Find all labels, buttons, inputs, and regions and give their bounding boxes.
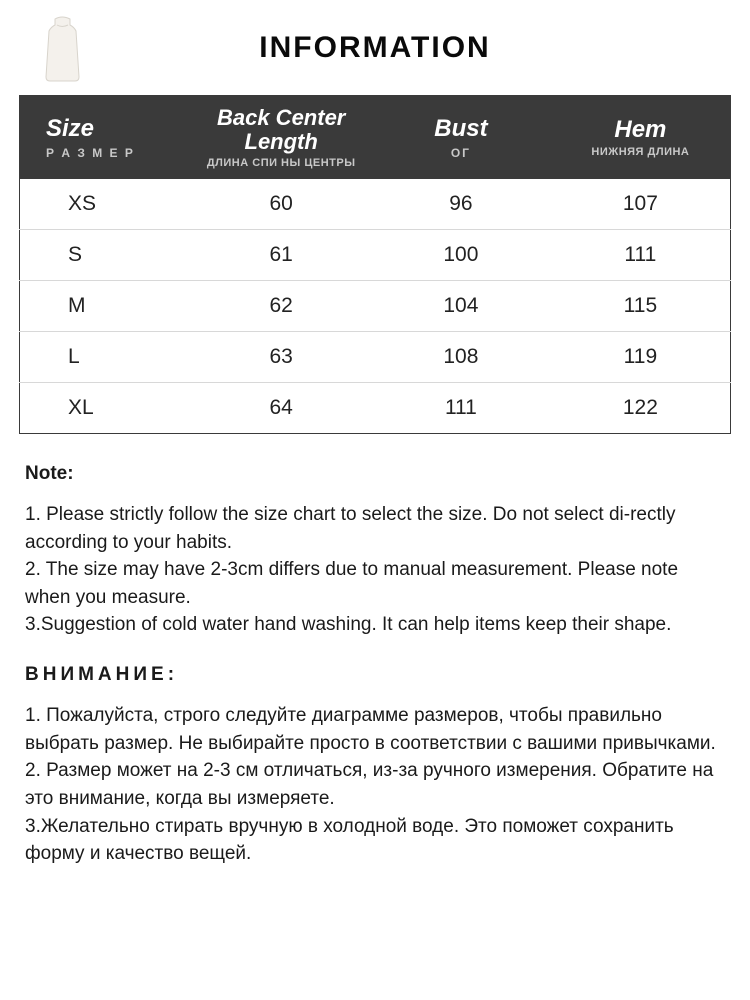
cell-size: M [20,280,192,331]
table-row: XL 64 111 122 [20,382,731,433]
table-body: XS 60 96 107 S 61 100 111 M 62 104 115 L… [20,179,731,434]
cell-hem: 119 [551,331,731,382]
cell-bust: 108 [371,331,551,382]
cell-bcl: 64 [191,382,371,433]
notes-section: Note: 1. Please strictly follow the size… [25,460,725,868]
product-thumbnail [35,15,90,85]
table-header-row: Size Р А З М Е Р Back Center Length ДЛИН… [20,96,731,179]
cell-bcl: 62 [191,280,371,331]
col-header-hem: Hem НИЖНЯЯ ДЛИНА [551,96,731,179]
note-body-en: 1. Please strictly follow the size chart… [25,501,725,639]
page-title: INFORMATION [259,31,490,65]
note-body-ru: 1. Пожалуйста, строго следуйте диаграмме… [25,702,725,867]
note-heading-ru: ВНИМАНИЕ: [25,661,725,689]
table-row: S 61 100 111 [20,229,731,280]
cell-bust: 111 [371,382,551,433]
cell-size: XL [20,382,192,433]
cell-size: XS [20,179,192,230]
cell-bcl: 63 [191,331,371,382]
cell-bust: 100 [371,229,551,280]
size-table: Size Р А З М Е Р Back Center Length ДЛИН… [19,95,731,434]
cell-bust: 104 [371,280,551,331]
cell-bust: 96 [371,179,551,230]
cell-size: S [20,229,192,280]
cell-hem: 111 [551,229,731,280]
table-row: L 63 108 119 [20,331,731,382]
cell-hem: 115 [551,280,731,331]
col-header-bust: Bust ОГ [371,96,551,179]
col-header-bcl: Back Center Length ДЛИНА СПИ НЫ ЦЕНТРЫ [191,96,371,179]
cell-hem: 107 [551,179,731,230]
header: INFORMATION [0,0,750,95]
table-row: XS 60 96 107 [20,179,731,230]
cell-bcl: 61 [191,229,371,280]
note-heading-en: Note: [25,460,725,488]
cell-hem: 122 [551,382,731,433]
cell-size: L [20,331,192,382]
cell-bcl: 60 [191,179,371,230]
col-header-size: Size Р А З М Е Р [20,96,192,179]
table-row: M 62 104 115 [20,280,731,331]
